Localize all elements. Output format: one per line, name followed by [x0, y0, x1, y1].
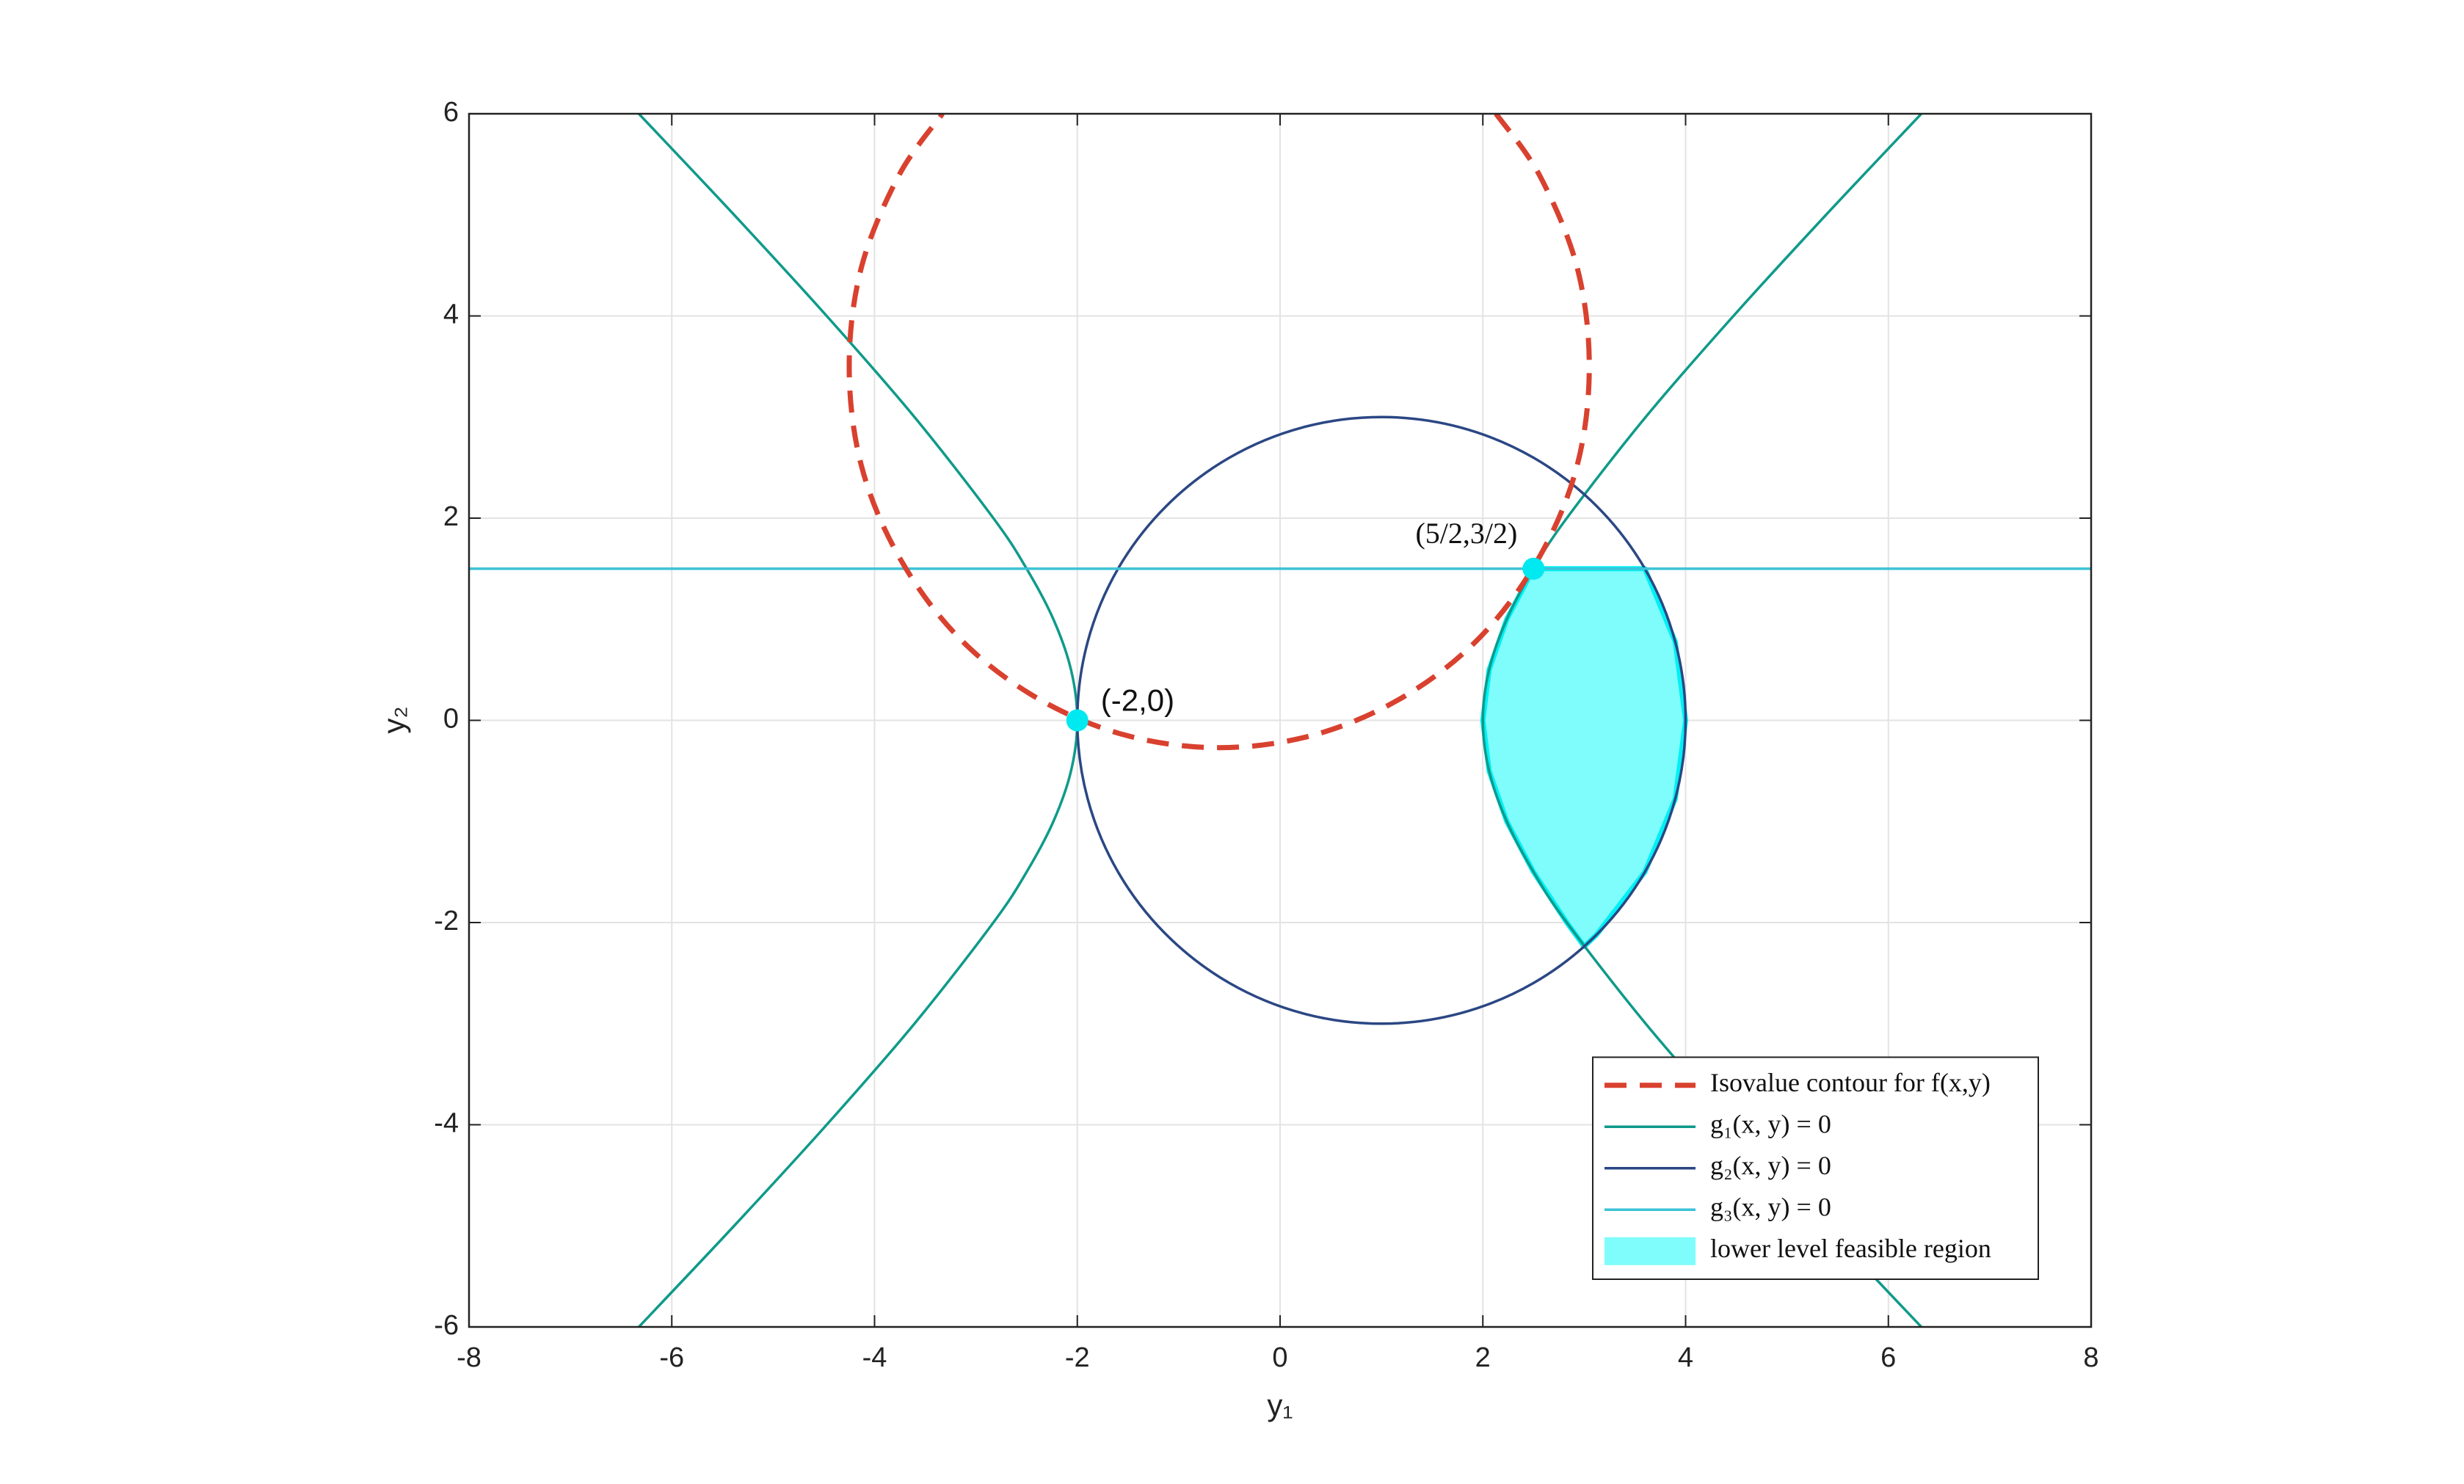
highlight-point [1066, 709, 1089, 732]
legend-label: Isovalue contour for f(x,y) [1710, 1068, 1991, 1097]
highlight-point [1522, 557, 1545, 580]
x-axis-label: y₁ [1267, 1388, 1293, 1422]
y-tick-label: -4 [434, 1108, 459, 1139]
legend-label: g₁(x, y) = 0 [1710, 1110, 1831, 1139]
x-tick-label: -4 [862, 1342, 887, 1373]
x-tick-label: 0 [1272, 1342, 1287, 1373]
x-tick-label: -8 [457, 1342, 481, 1373]
legend-label: g₂(x, y) = 0 [1710, 1151, 1831, 1180]
y-tick-label: 6 [443, 97, 459, 128]
x-tick-label: -6 [659, 1342, 684, 1373]
x-tick-label: 8 [2083, 1342, 2098, 1373]
axes-box [468, 112, 2093, 1328]
y-tick-label: -6 [434, 1310, 459, 1341]
point-label: (-2,0) [1101, 683, 1174, 718]
legend-label: g₃(x, y) = 0 [1710, 1193, 1831, 1222]
x-tick-label: 2 [1475, 1342, 1491, 1373]
legend: Isovalue contour for f(x,y) g₁(x, y) = 0 g… [1592, 1056, 2039, 1280]
legend-label: lower level feasible region [1710, 1234, 1991, 1263]
y-tick-label: 0 [443, 704, 459, 735]
legend-swatch [1604, 1237, 1696, 1265]
y-tick-label: 4 [443, 299, 459, 330]
x-tick-label: -2 [1065, 1342, 1090, 1373]
y-tick-label: -2 [434, 906, 459, 936]
y-axis-label: y₂ [377, 706, 411, 733]
x-tick-label: 4 [1678, 1342, 1693, 1373]
plot-area [469, 114, 2091, 1327]
x-tick-label: 6 [1880, 1342, 1896, 1373]
curve [846, 114, 1592, 751]
point-label: (5/2,3/2) [1415, 517, 1517, 550]
y-tick-label: 2 [443, 501, 459, 532]
